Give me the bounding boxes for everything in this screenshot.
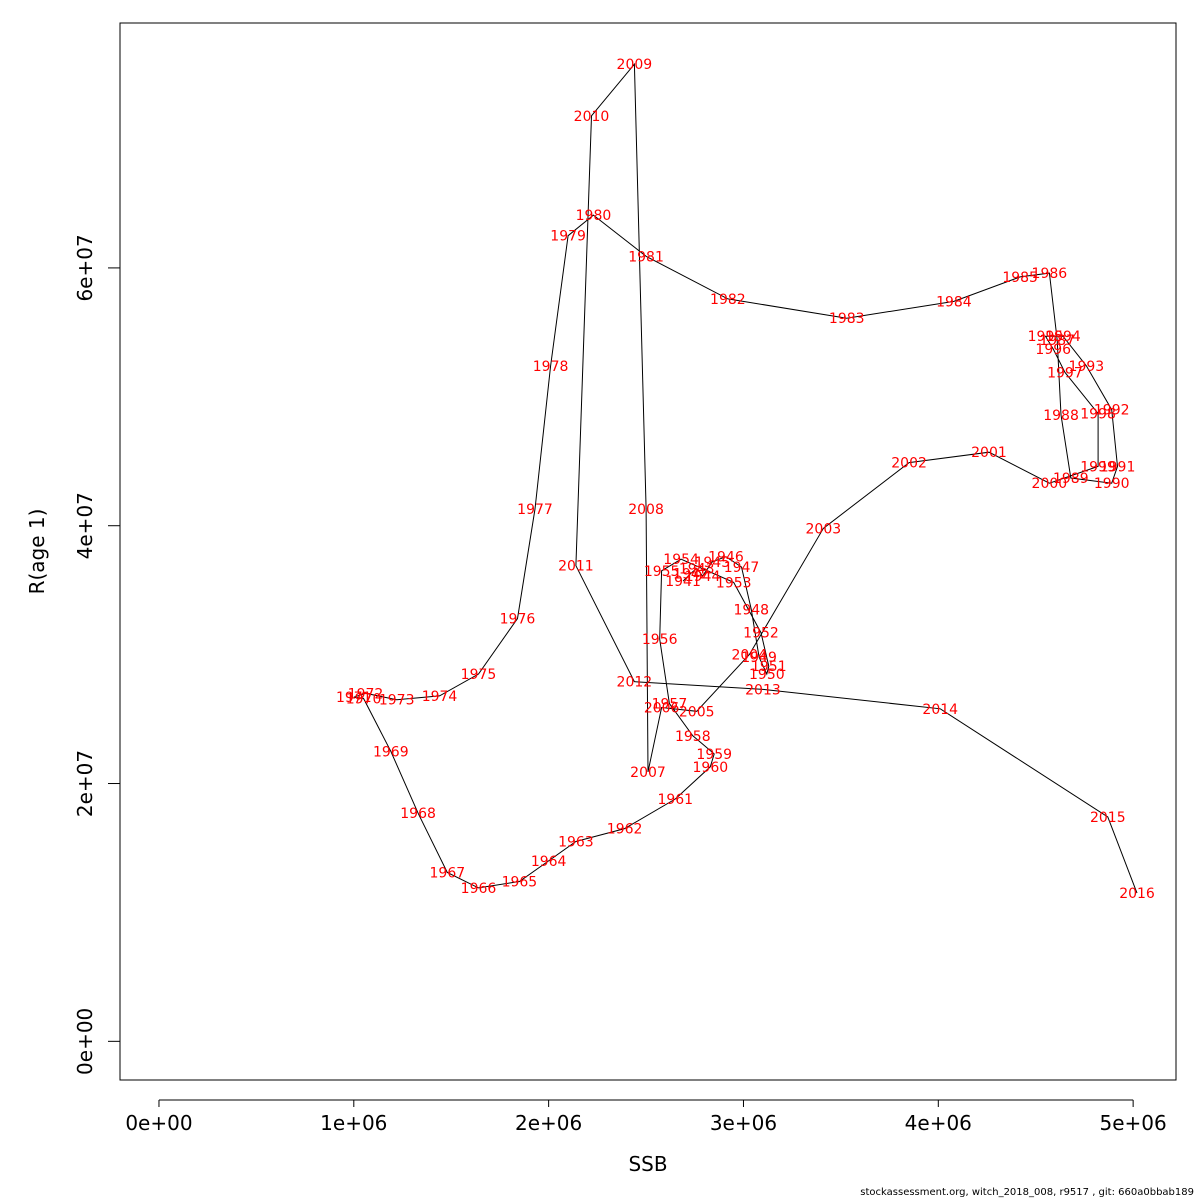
year-label-1953: 1953 [716,575,752,591]
year-label-2006: 2006 [644,700,680,716]
year-label-1958: 1958 [675,729,711,745]
year-label-1987: 1987 [1039,333,1075,349]
year-label-1950: 1950 [749,667,785,683]
year-label-1965: 1965 [502,874,538,890]
plot-area [119,22,1177,1081]
year-label-1977: 1977 [517,502,553,518]
year-label-2001: 2001 [971,445,1007,461]
year-label-1943: 1943 [679,561,715,577]
year-label-1980: 1980 [576,208,612,224]
year-label-1946: 1946 [708,550,744,566]
y-tick-label: 0e+00 [73,1008,97,1075]
x-tick-label: 1e+06 [320,1111,387,1135]
year-label-1952: 1952 [743,626,779,642]
year-label-2010: 2010 [574,109,610,125]
year-label-1956: 1956 [642,632,678,648]
x-tick-label: 0e+00 [125,1111,192,1135]
x-axis: 0e+00 1e+06 2e+06 3e+06 4e+06 5e+06 [125,1099,1167,1135]
year-label-1998: 1998 [1080,407,1116,423]
y-axis-title: R(age 1) [25,509,49,595]
year-label-1970: 1970 [346,691,382,707]
year-label-1993: 1993 [1069,359,1105,375]
year-label-1997: 1997 [1047,365,1083,381]
year-label-2012: 2012 [617,675,653,691]
year-label-2014: 2014 [922,702,958,718]
year-label-1945: 1945 [694,555,730,571]
year-label-1941: 1941 [665,574,701,590]
year-label-1963: 1963 [558,835,594,851]
year-label-1972: 1972 [348,686,384,702]
x-axis-title: SSB [628,1152,667,1176]
year-label-1969: 1969 [373,744,409,760]
year-label-1968: 1968 [400,806,436,822]
year-label-2005: 2005 [679,704,715,720]
year-label-2009: 2009 [617,57,653,73]
year-label-1975: 1975 [461,667,497,683]
year-label-1978: 1978 [533,359,569,375]
year-label-2002: 2002 [891,456,927,472]
y-axis: 0e+00 2e+07 4e+07 6e+07 [73,234,121,1075]
year-label-1959: 1959 [696,747,732,763]
year-label-1960: 1960 [693,760,729,776]
year-label-1954: 1954 [663,552,699,568]
x-tick-label: 5e+06 [1100,1111,1167,1135]
year-label-2007: 2007 [630,765,666,781]
year-label-2011: 2011 [558,559,594,575]
y-tick-label: 6e+07 [73,234,97,301]
year-label-2013: 2013 [745,682,781,698]
year-label-2004: 2004 [731,648,767,664]
year-label-1986: 1986 [1032,266,1068,282]
year-label-1981: 1981 [628,249,664,265]
year-label-1944: 1944 [685,569,721,585]
year-label-1976: 1976 [500,612,536,628]
year-label-2000: 2000 [1032,476,1068,492]
year-label-1974: 1974 [422,689,458,705]
year-label-1947: 1947 [724,560,760,576]
x-tick-label: 2e+06 [515,1111,582,1135]
year-label-1983: 1983 [829,311,865,327]
x-tick-label: 3e+06 [710,1111,777,1135]
year-label-2016: 2016 [1119,886,1155,902]
year-label-2015: 2015 [1090,810,1126,826]
year-label-1996: 1996 [1035,342,1071,358]
year-label-1971: 1971 [336,690,372,706]
year-label-1979: 1979 [550,229,586,245]
year-label-1995: 1995 [1028,329,1064,345]
year-label-1991: 1991 [1100,459,1136,475]
year-label-1999: 1999 [1080,459,1116,475]
series-line [353,62,1138,894]
year-label-1949: 1949 [741,650,777,666]
year-label-2008: 2008 [628,502,664,518]
footer-credit: stockassessment.org, witch_2018_008, r95… [860,1187,1194,1198]
year-label-1967: 1967 [430,865,466,881]
year-label-1984: 1984 [936,294,972,310]
year-label-1985: 1985 [1002,270,1038,286]
year-label-1990: 1990 [1094,476,1130,492]
x-tick-label: 4e+06 [905,1111,972,1135]
year-label-2003: 2003 [806,521,842,537]
year-label-1982: 1982 [710,292,746,308]
year-label-1992: 1992 [1094,403,1130,419]
year-label-1973: 1973 [379,693,415,709]
year-label-1961: 1961 [657,792,693,808]
y-tick-label: 2e+07 [73,750,97,817]
year-label-1964: 1964 [531,854,567,870]
year-label-1994: 1994 [1045,329,1081,345]
year-label-1962: 1962 [607,822,643,838]
y-tick-label: 4e+07 [73,492,97,559]
year-label-1957: 1957 [652,697,688,713]
year-label-1942: 1942 [673,566,709,582]
year-label-1966: 1966 [461,881,497,897]
year-label-1989: 1989 [1053,471,1089,487]
year-label-1955: 1955 [644,564,680,580]
year-label-1988: 1988 [1043,408,1079,424]
year-label-1948: 1948 [733,603,769,619]
year-label-1951: 1951 [751,659,787,675]
